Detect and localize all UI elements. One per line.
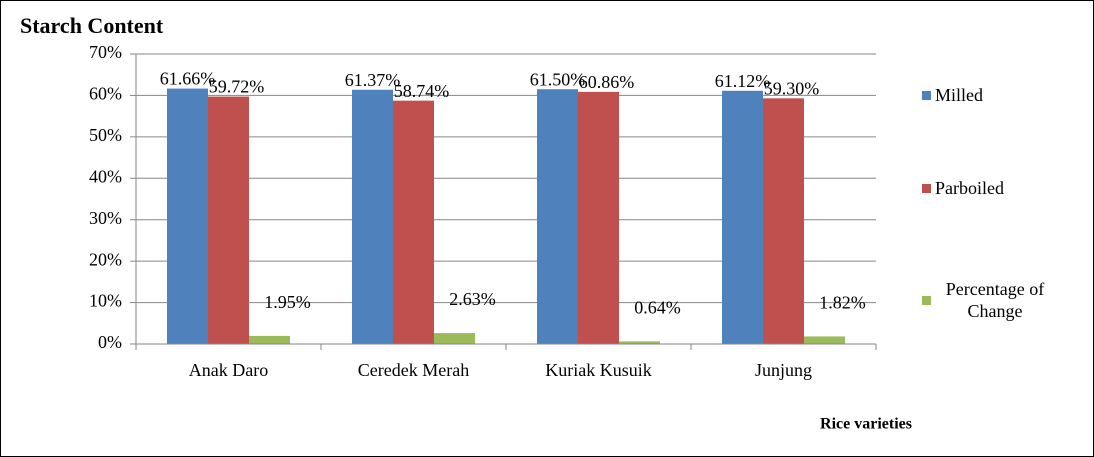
bar: [208, 96, 249, 345]
x-tick-label: Anak Daro: [189, 360, 268, 380]
y-tick-label: 0%: [98, 332, 122, 352]
legend-label: Percentage of Change: [945, 279, 1045, 321]
bar: [804, 336, 845, 344]
bar: [393, 100, 434, 344]
legend-item: Parboiled: [922, 177, 1004, 199]
x-tick-label: Ceredek Merah: [358, 360, 469, 380]
y-tick-label: 20%: [89, 249, 122, 269]
y-tick-label: 50%: [89, 125, 122, 145]
data-label: 61.37%: [345, 70, 401, 90]
legend-label: Milled: [935, 85, 983, 105]
bar: [167, 88, 208, 345]
data-label: 0.64%: [634, 297, 681, 317]
legend-swatch: [922, 295, 931, 305]
data-label: 61.50%: [530, 69, 586, 89]
data-label: 59.72%: [209, 77, 265, 97]
legend-label: Parboiled: [935, 178, 1004, 198]
data-label: 58.74%: [394, 81, 450, 101]
y-tick-label: 60%: [89, 84, 122, 104]
data-label: 60.86%: [579, 72, 635, 92]
x-tick-label: Junjung: [755, 360, 812, 380]
bar: [578, 91, 619, 344]
y-tick-label: 10%: [89, 291, 122, 311]
y-tick-label: 30%: [89, 208, 122, 228]
chart-title: Starch Content: [20, 13, 164, 38]
data-label: 1.82%: [819, 293, 866, 313]
bar: [352, 89, 393, 344]
data-label: 59.30%: [764, 78, 820, 98]
legend-swatch: [922, 183, 931, 193]
y-tick-label: 70%: [89, 42, 122, 62]
y-tick-label: 40%: [89, 166, 122, 186]
bar: [249, 335, 290, 344]
data-label: 1.95%: [264, 292, 311, 312]
data-label: 2.63%: [449, 289, 496, 309]
bar: [537, 89, 578, 344]
x-axis-label: Rice varieties: [820, 416, 912, 433]
bar: [722, 90, 763, 344]
legend-swatch: [922, 90, 931, 100]
legend-item: Percentage of Change: [922, 278, 1055, 322]
bar: [619, 341, 660, 344]
x-tick-label: Kuriak Kusuik: [545, 360, 652, 380]
data-label: 61.66%: [160, 69, 216, 89]
bar: [763, 98, 804, 344]
bar: [434, 333, 475, 344]
legend-item: Milled: [922, 84, 983, 106]
data-label: 61.12%: [715, 71, 771, 91]
